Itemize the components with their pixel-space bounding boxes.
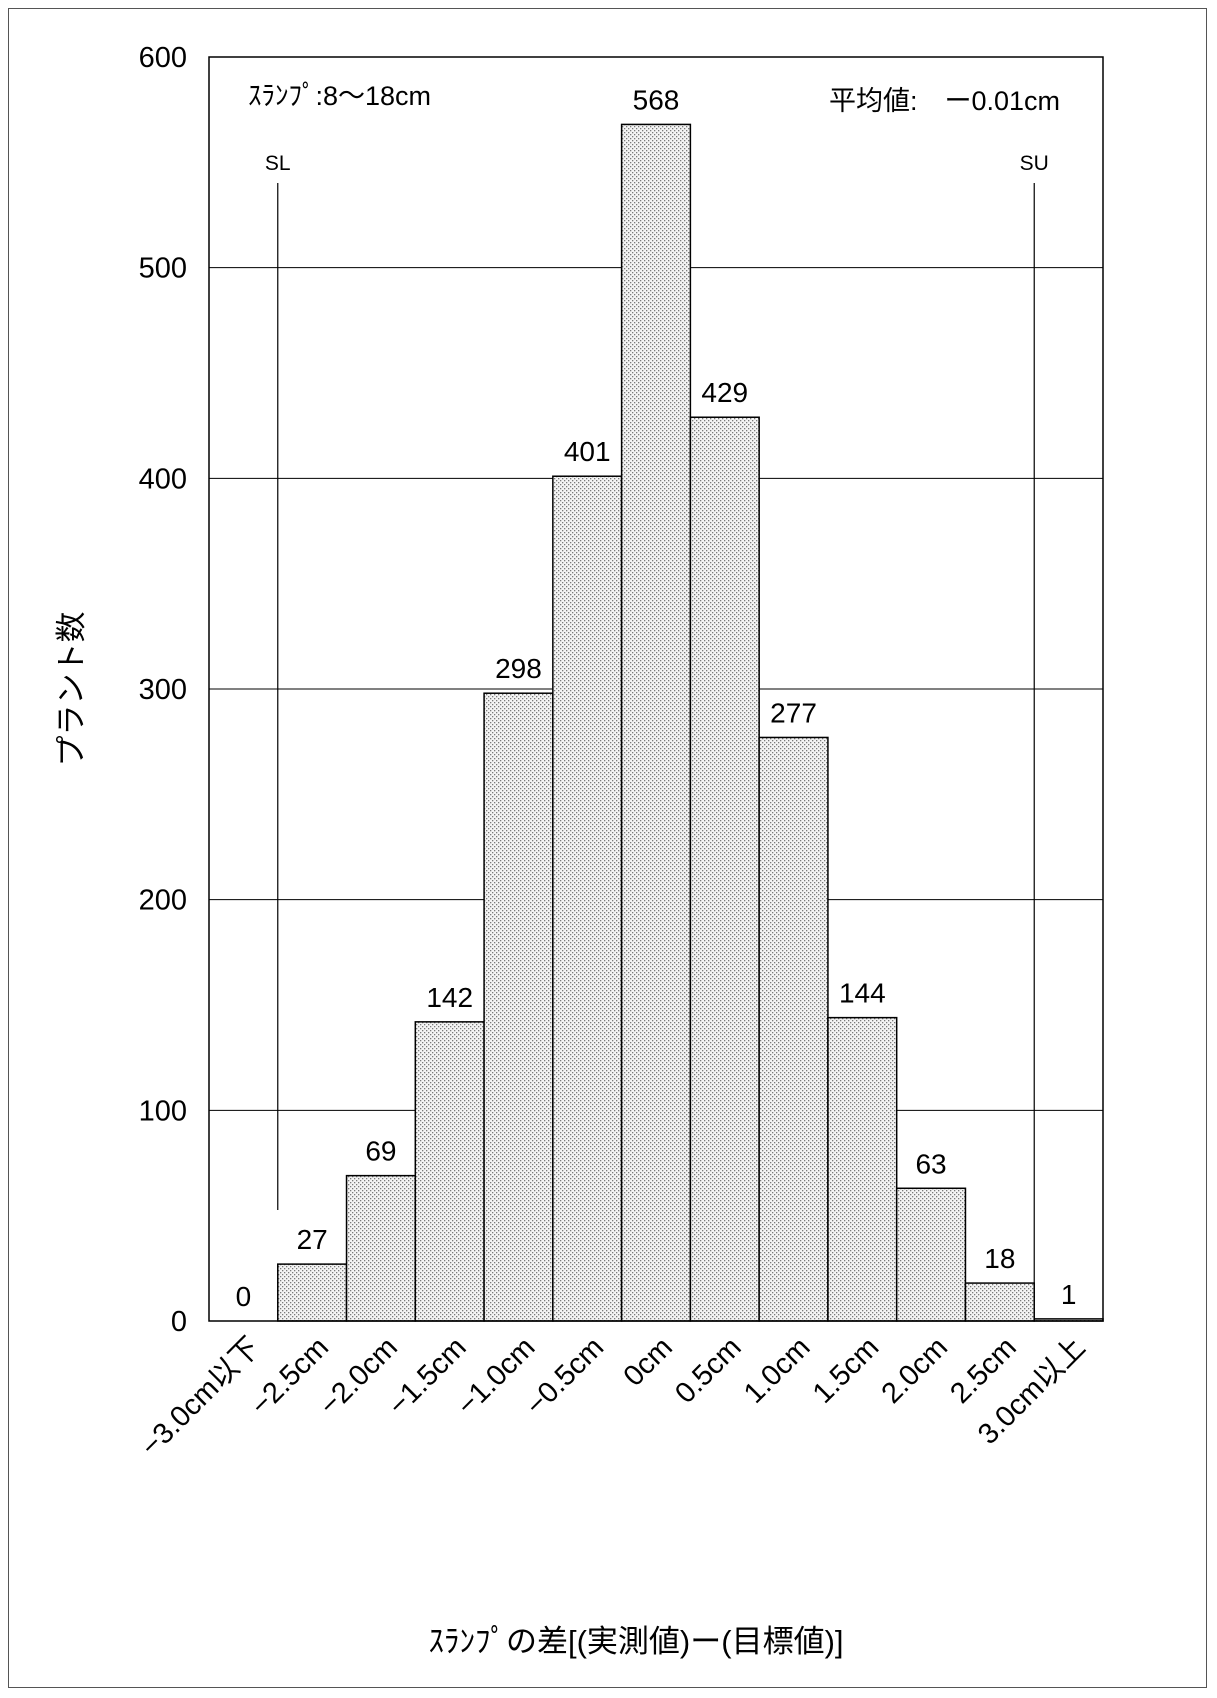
bar-value-label: 429	[701, 377, 748, 408]
bar-value-label: 401	[564, 436, 611, 467]
su-label: SU	[1020, 152, 1049, 175]
bar	[414, 1021, 485, 1322]
y-tick-label: 200	[139, 885, 187, 917]
y-tick-label: 100	[139, 1095, 187, 1127]
bar-value-label: 298	[495, 653, 542, 684]
bar-value-label: 277	[770, 697, 817, 728]
bar-value-label: 27	[297, 1224, 328, 1255]
bar-value-label: 63	[915, 1148, 946, 1179]
x-tick-label: 0.5cm	[669, 1331, 747, 1409]
bar-value-label: 0	[236, 1281, 252, 1312]
x-tick-label: 2.0cm	[876, 1331, 954, 1409]
slump-range-annotation: ｽﾗﾝﾌﾟ:8〜18cm	[248, 81, 431, 111]
bar-value-label: 69	[365, 1136, 396, 1167]
x-tick-label: 1.5cm	[807, 1331, 885, 1409]
chart-frame	[8, 8, 1207, 1688]
bar	[483, 692, 554, 1322]
bar-value-label: 144	[839, 978, 886, 1009]
spec-limit-lines	[277, 183, 1035, 1298]
x-tick-label: 0cm	[618, 1331, 679, 1392]
bar-value-label: 568	[633, 84, 680, 115]
bar	[964, 1282, 1035, 1322]
y-tick-label: 300	[139, 674, 187, 706]
bar-value-label: 142	[426, 982, 473, 1013]
plot-area-border	[208, 56, 1104, 1322]
y-axis-title: プラント数	[54, 612, 89, 767]
y-tick-label: 500	[139, 253, 187, 285]
sl-label: SL	[265, 152, 291, 175]
bar	[758, 736, 829, 1322]
bar	[345, 1174, 417, 1322]
x-axis-title: ｽﾗﾝﾌﾟの差[(実測値)ー(目標値)]	[428, 1624, 843, 1659]
bar-value-labels: 0 27 69 142 298 401 568 429 277 144 63 18 1	[233, 81, 1080, 1315]
bar	[277, 1263, 348, 1322]
bar	[620, 123, 692, 1322]
bar	[689, 416, 760, 1322]
bars	[277, 123, 1104, 1322]
y-tick-label: 600	[139, 42, 187, 74]
y-axis-ticks: 0 100 200 300 400 500 600	[139, 42, 187, 1338]
x-tick-label: −0.5cm	[520, 1331, 610, 1421]
mean-value-annotation: 平均値: ー0.01cm	[829, 86, 1060, 116]
bar	[552, 475, 623, 1322]
bar-value-label: 1	[1061, 1279, 1077, 1310]
x-axis-ticks: −3.0cm以下−2.5cm−2.0cm−1.5cm−1.0cm−0.5cm 0c…	[135, 1331, 1092, 1462]
x-tick-label: 1.0cm	[738, 1331, 816, 1409]
bar-value-label: 18	[984, 1243, 1015, 1274]
bar	[895, 1187, 967, 1322]
bar	[827, 1016, 898, 1322]
y-tick-label: 400	[139, 463, 187, 495]
y-tick-label: 0	[171, 1306, 187, 1338]
